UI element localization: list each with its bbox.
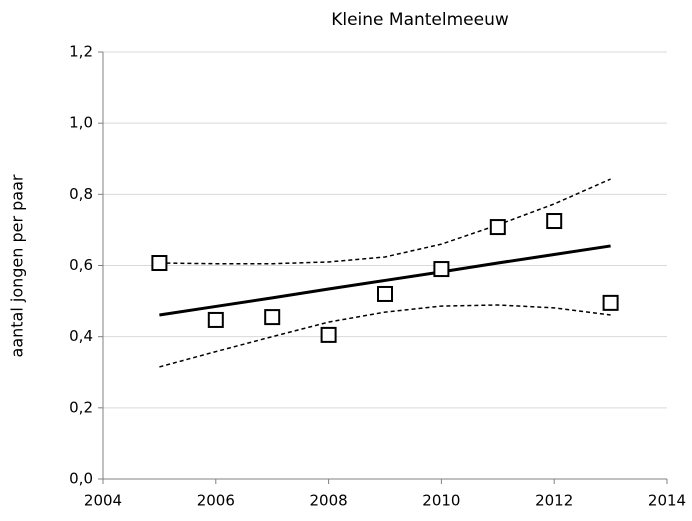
y-tick-label: 1,2 [69, 43, 93, 61]
y-tick-label: 0,8 [69, 185, 93, 203]
data-point [207, 311, 224, 328]
confidence-line [159, 178, 611, 265]
x-tick-label: 2006 [197, 492, 235, 510]
trend-line [159, 244, 611, 317]
y-tick-label: 0,6 [69, 256, 93, 274]
x-tick-label: 2008 [310, 492, 348, 510]
data-point [151, 255, 168, 272]
y-tick-label: 0,4 [69, 327, 93, 345]
y-tick-label: 0,2 [69, 398, 93, 416]
y-tick-label: 0,0 [69, 470, 93, 488]
chart-title: Kleine Mantelmeeuw [331, 10, 509, 30]
data-point [602, 294, 619, 311]
y-tick-label: 1,0 [69, 114, 93, 132]
data-point [320, 326, 337, 343]
data-point [377, 285, 393, 302]
x-tick-label: 2014 [648, 492, 686, 510]
data-point [433, 261, 450, 278]
x-tick-label: 2004 [84, 492, 122, 510]
data-point [264, 309, 281, 326]
x-tick-label: 2012 [535, 492, 573, 510]
y-axis-label: aantal jongen per paar [8, 174, 27, 357]
confidence-line [159, 304, 611, 368]
data-point [489, 219, 506, 236]
x-tick-label: 2010 [422, 492, 460, 510]
data-point [546, 213, 563, 230]
